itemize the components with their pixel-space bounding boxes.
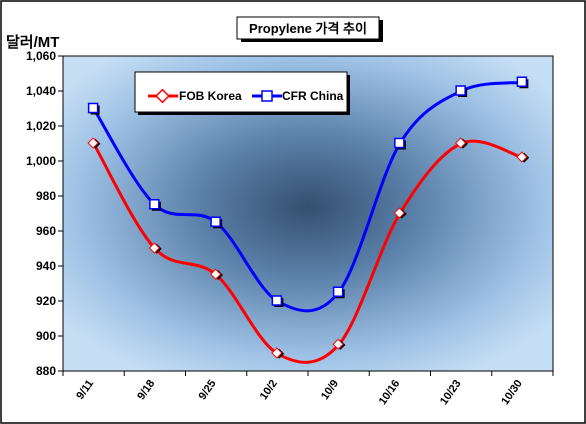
chart-title-box: Propylene 가격 추이	[236, 16, 383, 42]
legend-marker-cfr-china	[261, 90, 273, 102]
data-point-fob-korea	[87, 137, 99, 149]
y-tick-label: 880	[36, 364, 56, 378]
data-point-fob-korea	[454, 137, 467, 149]
data-point-cfr-china	[210, 216, 221, 227]
y-tick-label: 900	[36, 329, 56, 343]
data-point-cfr-china	[87, 102, 99, 114]
legend-item-fob-korea: FOB Korea	[148, 88, 242, 104]
y-tick-label: 960	[36, 224, 56, 238]
y-tick-label: 1,020	[26, 119, 56, 133]
data-point-cfr-china	[516, 76, 528, 87]
title-frame	[236, 16, 380, 40]
y-tick-label: 1,060	[26, 49, 56, 63]
data-point-fob-korea	[393, 207, 406, 219]
data-point-cfr-china	[149, 199, 160, 210]
legend-item-cfr-china: CFR China	[252, 89, 344, 103]
y-tick-label: 1,040	[26, 84, 56, 98]
y-axis-label: 달러/MT	[6, 33, 59, 51]
data-point-fob-korea	[516, 151, 528, 163]
legend-frame	[134, 71, 348, 113]
data-point-fob-korea	[209, 268, 222, 280]
data-point-fob-korea	[271, 347, 283, 359]
data-point-cfr-china	[332, 286, 344, 297]
y-tick-label: 980	[36, 189, 56, 203]
legend-label-cfr-china: CFR China	[282, 89, 344, 103]
data-point-cfr-china	[271, 295, 283, 306]
data-point-cfr-china	[455, 85, 466, 96]
y-axis: 880 900 920 940 960 980 1,000 1,020 1,040 1,060	[26, 49, 63, 378]
legend-marker-fob-korea	[155, 88, 170, 104]
chart-title: Propylene 가격 추이	[249, 21, 367, 36]
y-tick-label: 920	[36, 294, 56, 308]
y-tick-label: 940	[36, 259, 56, 273]
legend: FOB Korea CFR China	[134, 71, 350, 115]
y-tick-label: 1,000	[26, 154, 56, 168]
series-layer	[87, 76, 530, 364]
legend-label-fob-korea: FOB Korea	[179, 89, 242, 103]
data-point-fob-korea	[148, 242, 161, 254]
data-point-cfr-china	[394, 137, 405, 149]
data-point-fob-korea	[332, 338, 344, 350]
